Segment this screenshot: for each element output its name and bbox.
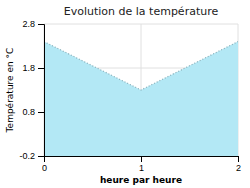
y-tick-mark	[38, 112, 44, 113]
x-axis: 0 1 2	[42, 156, 241, 173]
x-tick-mark	[238, 156, 239, 162]
area	[44, 42, 238, 156]
y-tick-label: 2.8	[22, 19, 35, 29]
y-tick: 2.8	[22, 19, 44, 29]
title: Evolution de la température	[64, 5, 219, 18]
marks	[44, 42, 238, 156]
y-tick-label: 0.8	[22, 107, 35, 117]
y-axis-title: Température en °C	[5, 48, 15, 134]
chart: 0 1 2 -0.2 0.8 1.8 2.8 Evolution de la températ…	[0, 0, 250, 188]
y-axis-line	[38, 25, 45, 157]
y-tick-mark	[38, 156, 44, 157]
y-tick: 0.8	[22, 107, 44, 117]
x-tick: 1	[139, 156, 144, 173]
y-tick-label: 1.8	[22, 63, 35, 73]
x-tick-label: 1	[139, 163, 144, 173]
plot: 0 1 2 -0.2 0.8 1.8 2.8	[19, 19, 241, 173]
y-axis: -0.2 0.8 1.8 2.8	[19, 19, 44, 161]
x-tick-label: 2	[236, 163, 241, 173]
x-axis-line	[45, 157, 239, 163]
grid	[44, 24, 238, 156]
line	[44, 42, 238, 90]
x-tick-mark	[141, 156, 142, 162]
y-tick: 1.8	[22, 63, 44, 73]
x-axis-title: heure par heure	[100, 175, 182, 185]
y-tick-mark	[38, 68, 44, 69]
y-tick-label: -0.2	[19, 151, 35, 161]
x-tick-label: 0	[42, 163, 47, 173]
x-tick: 2	[236, 156, 241, 173]
y-tick-mark	[38, 24, 44, 25]
y-tick: -0.2	[19, 151, 44, 161]
x-tick: 0	[42, 156, 47, 173]
